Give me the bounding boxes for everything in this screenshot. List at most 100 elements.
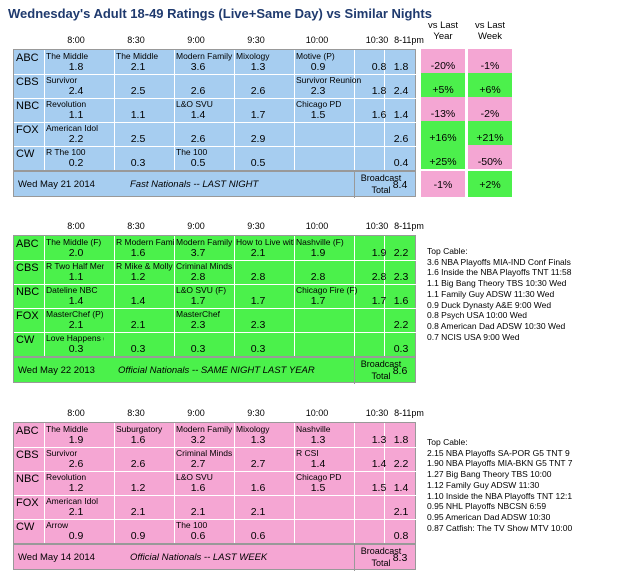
vs-last-year-header: vs Last Year (427, 20, 459, 42)
vs-last-week-value: +6% (479, 84, 501, 96)
program-title: Love Happens (2009) (46, 333, 104, 343)
program-title: Chicago PD (296, 99, 342, 109)
vs-last-year-value: +25% (429, 156, 457, 168)
time-header-row: 8:00 8:30 9:00 9:30 10:00 10:30 8-11pm (13, 408, 424, 421)
rating-value: 2.1 (130, 61, 146, 73)
network-label: ABC (16, 52, 39, 64)
rating-value: 0.9 (130, 530, 146, 542)
slot-total-value: 1.4 (393, 109, 409, 121)
grid-divider (14, 284, 417, 285)
program-title: Survivor (46, 75, 78, 85)
grid-divider (44, 423, 45, 543)
vs-last-week-value: -1% (480, 60, 500, 72)
vs-last-week-cell: -2% (468, 97, 512, 121)
program-title: R The 100 (46, 147, 86, 157)
rating-value: 1.7 (190, 295, 206, 307)
rating-value: 0.3 (190, 343, 206, 355)
time-slot-label: 8:30 (127, 221, 145, 231)
rating-value: 1.6 (190, 482, 206, 494)
vs-last-year-cell: -20% (421, 49, 465, 73)
vs-last-week-cell: -1% (468, 49, 512, 73)
rating-value: 1.3 (250, 61, 266, 73)
program-title: American Idol (46, 496, 98, 506)
program-title: Dateline NBC (46, 285, 98, 295)
grid-divider (354, 236, 355, 356)
grid-divider (14, 308, 417, 309)
rating-value: 3.6 (190, 61, 206, 73)
network-label: FOX (16, 124, 39, 136)
program-title: Criminal Minds (F) (176, 261, 234, 271)
top-cable-item: 0.8 Psych USA 10:00 Wed (427, 310, 528, 321)
grid-divider (14, 122, 417, 123)
rating-value: 1.8 (371, 85, 387, 97)
program-title: The 100 (176, 520, 208, 530)
rating-value: 1.7 (310, 295, 326, 307)
network-label: CBS (16, 449, 39, 461)
slot-total-value: 2.6 (393, 133, 409, 145)
grid-divider (14, 146, 417, 147)
program-title: Mixology (236, 51, 270, 61)
time-slot-label: 9:00 (187, 35, 205, 45)
top-cable-item: 0.95 American Dad ADSW 10:30 (427, 511, 551, 522)
rating-value: 1.1 (68, 109, 84, 121)
time-slot-label: 10:00 (305, 408, 329, 418)
rating-value: 0.6 (250, 530, 266, 542)
rating-value: 0.3 (130, 343, 146, 355)
slot-total-value: 1.8 (393, 434, 409, 446)
program-title: The Middle (46, 424, 89, 434)
rating-value: 0.3 (68, 343, 84, 355)
rating-value: 1.7 (371, 295, 387, 307)
program-title: Revolution (46, 99, 87, 109)
slot-total-value: 2.2 (393, 458, 409, 470)
program-title: Chicago PD (296, 472, 342, 482)
rating-value: 1.8 (68, 61, 84, 73)
vs-last-year-value: +5% (432, 84, 454, 96)
top-cable-item: 1.12 Family Guy ADSW 11:30 (427, 479, 540, 490)
time-slot-label: 9:30 (247, 408, 265, 418)
grid-divider (14, 471, 417, 472)
network-label: NBC (16, 286, 40, 298)
ratings-block-3: 8:00 8:30 9:00 9:30 10:00 10:30 8-11pm ABC The M… (13, 408, 424, 578)
program-title: The Middle (46, 51, 89, 61)
program-title: Arrow (46, 520, 69, 530)
grid-divider (294, 423, 295, 543)
grid-divider (114, 236, 115, 356)
vs-last-year-cell: +16% (421, 121, 465, 145)
program-title: Criminal Minds (176, 448, 233, 458)
program-title: R CSI (296, 448, 319, 458)
time-slot-label: 10:00 (305, 221, 329, 231)
grid-divider (14, 447, 417, 448)
top-cable-heading: Top Cable: (427, 246, 468, 256)
time-slot-label: 8:00 (67, 221, 85, 231)
top-cable-item: 1.1 Family Guy ADSW 11:30 Wed (427, 288, 555, 299)
network-label: FOX (16, 497, 39, 509)
program-title: Modern Family (176, 237, 233, 247)
rating-value: 0.6 (190, 530, 206, 542)
broadcast-total-value: 8.4 (392, 179, 408, 191)
total-vs-last-year-cell: -1% (421, 171, 465, 197)
grid-divider (174, 423, 175, 543)
rating-value: 1.4 (310, 458, 326, 470)
ratings-grid: ABC The Middle Suburgatory Modern Family Mix… (13, 422, 417, 544)
vs-last-year-cell: -13% (421, 97, 465, 121)
network-label: ABC (16, 238, 39, 250)
broadcast-label: Broadcast (360, 546, 402, 556)
network-label: CW (16, 148, 35, 160)
grid-divider (354, 545, 355, 571)
program-title: Nashville (296, 424, 331, 434)
program-title: American Idol (46, 123, 98, 133)
program-title: R Two Half Men (46, 261, 104, 271)
grid-divider (384, 236, 385, 356)
footer-label: Official Nationals -- LAST WEEK (130, 552, 268, 563)
total-label: Total (371, 371, 391, 381)
broadcast-total-value: 8.3 (392, 552, 408, 564)
time-slot-label: 8-11pm (394, 408, 424, 418)
grid-divider (114, 50, 115, 170)
rating-value: 2.8 (250, 271, 266, 283)
time-slot-label: 9:00 (187, 408, 205, 418)
program-title: R Modern Family (116, 237, 174, 247)
top-cable-item: 1.1 Big Bang Theory TBS 10:30 Wed (427, 278, 567, 289)
total-vs-last-year-value: -1% (433, 179, 453, 191)
slot-total-value: 0.3 (393, 343, 409, 355)
grid-divider (14, 98, 417, 99)
